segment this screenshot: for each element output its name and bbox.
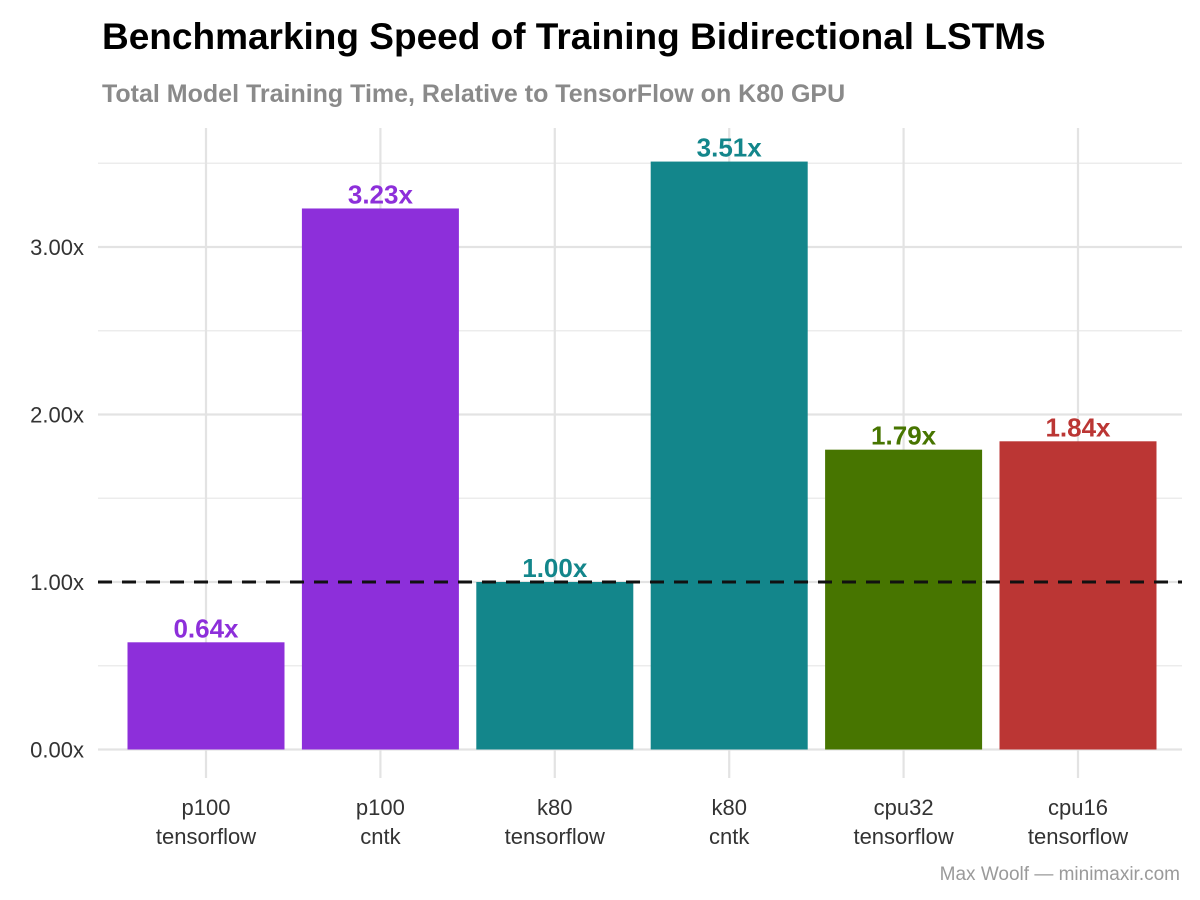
bar-value-label: 0.64x <box>173 613 239 643</box>
x-tick-label-line: cpu32 <box>874 795 934 820</box>
x-axis: p100 tensorflow p100 cntk k80 tensorflow k80 cn… <box>156 795 1128 849</box>
x-tick-label: p100 tensorflow <box>156 795 256 849</box>
chart-caption: Max Woolf — minimaxir.com <box>940 864 1180 885</box>
x-tick-label-line: tensorflow <box>1028 824 1128 849</box>
chart-title: Benchmarking Speed of Training Bidirecti… <box>102 16 1046 57</box>
x-tick-label-line: p100 <box>356 795 405 820</box>
y-tick-label: 2.00x <box>30 403 84 428</box>
bar-p100-tensorflow <box>127 642 285 750</box>
bar-value-label: 3.51x <box>697 133 763 163</box>
bar-k80-tensorflow <box>476 582 634 750</box>
x-tick-label-line: cntk <box>360 824 401 849</box>
bar-labels-layer: 0.64x 3.23x 1.00x 3.51x 1.79x 1.84x <box>173 133 1111 644</box>
x-tick-label-line: tensorflow <box>853 824 953 849</box>
bars-layer <box>127 161 1157 750</box>
y-tick-label: 1.00x <box>30 570 84 595</box>
x-tick-label-line: cntk <box>709 824 750 849</box>
x-tick-label: k80 tensorflow <box>505 795 605 849</box>
bar-value-label: 1.84x <box>1045 412 1111 442</box>
bar-p100-cntk <box>301 208 459 750</box>
bar-cpu32-tensorflow <box>825 449 983 750</box>
y-axis: 0.00x 1.00x 2.00x 3.00x <box>30 235 84 763</box>
x-tick-label: p100 cntk <box>356 795 405 849</box>
x-tick-label-line: cpu16 <box>1048 795 1108 820</box>
x-tick-label-line: k80 <box>711 795 746 820</box>
x-tick-label: cpu16 tensorflow <box>1028 795 1128 849</box>
x-tick-label-line: k80 <box>537 795 572 820</box>
x-tick-label: cpu32 tensorflow <box>853 795 953 849</box>
x-tick-label-line: tensorflow <box>156 824 256 849</box>
bar-cpu16-tensorflow <box>999 441 1157 750</box>
bar-value-label: 3.23x <box>348 179 414 209</box>
y-tick-label: 3.00x <box>30 235 84 260</box>
y-tick-label: 0.00x <box>30 738 84 763</box>
bar-value-label: 1.00x <box>522 553 588 583</box>
x-tick-label-line: tensorflow <box>505 824 605 849</box>
x-tick-label: k80 cntk <box>709 795 750 849</box>
bar-k80-cntk <box>650 161 808 750</box>
chart-subtitle: Total Model Training Time, Relative to T… <box>102 80 845 108</box>
x-tick-label-line: p100 <box>182 795 231 820</box>
bar-value-label: 1.79x <box>871 421 937 451</box>
